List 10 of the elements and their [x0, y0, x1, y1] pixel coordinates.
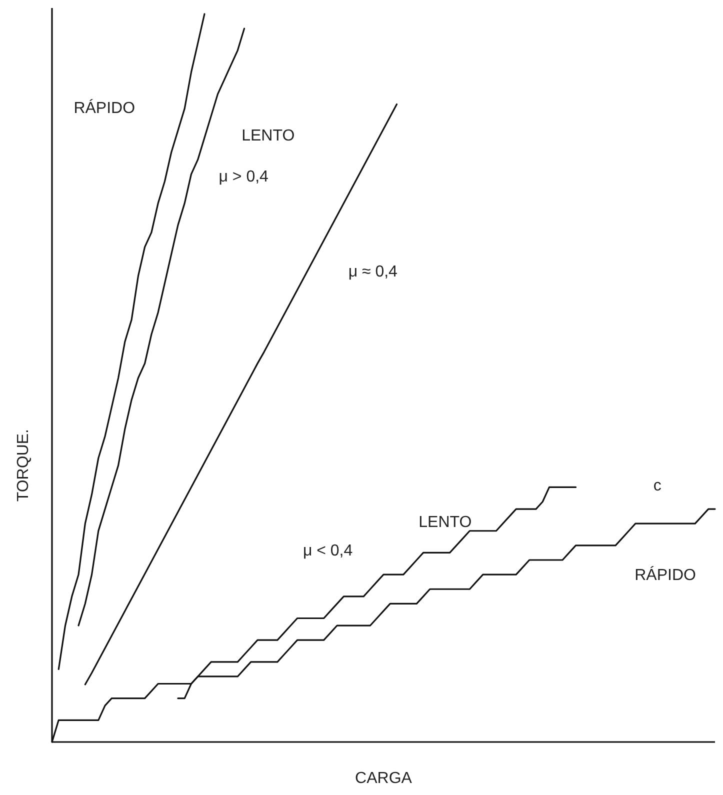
annotation: c	[653, 478, 662, 495]
annotation: μ < 0,4	[302, 542, 353, 560]
y-axis-title: TORQUE.	[15, 429, 32, 502]
text: LENTO	[242, 128, 295, 145]
annotation: μ ≈ 0,4	[348, 264, 398, 281]
x-axis-title: CARGA	[355, 770, 412, 787]
series-label: RÁPIDO	[634, 566, 696, 584]
text: RÁPIDO	[74, 98, 136, 117]
series-label: LENTO	[418, 514, 472, 532]
annotation: μ > 0,4	[218, 168, 269, 186]
